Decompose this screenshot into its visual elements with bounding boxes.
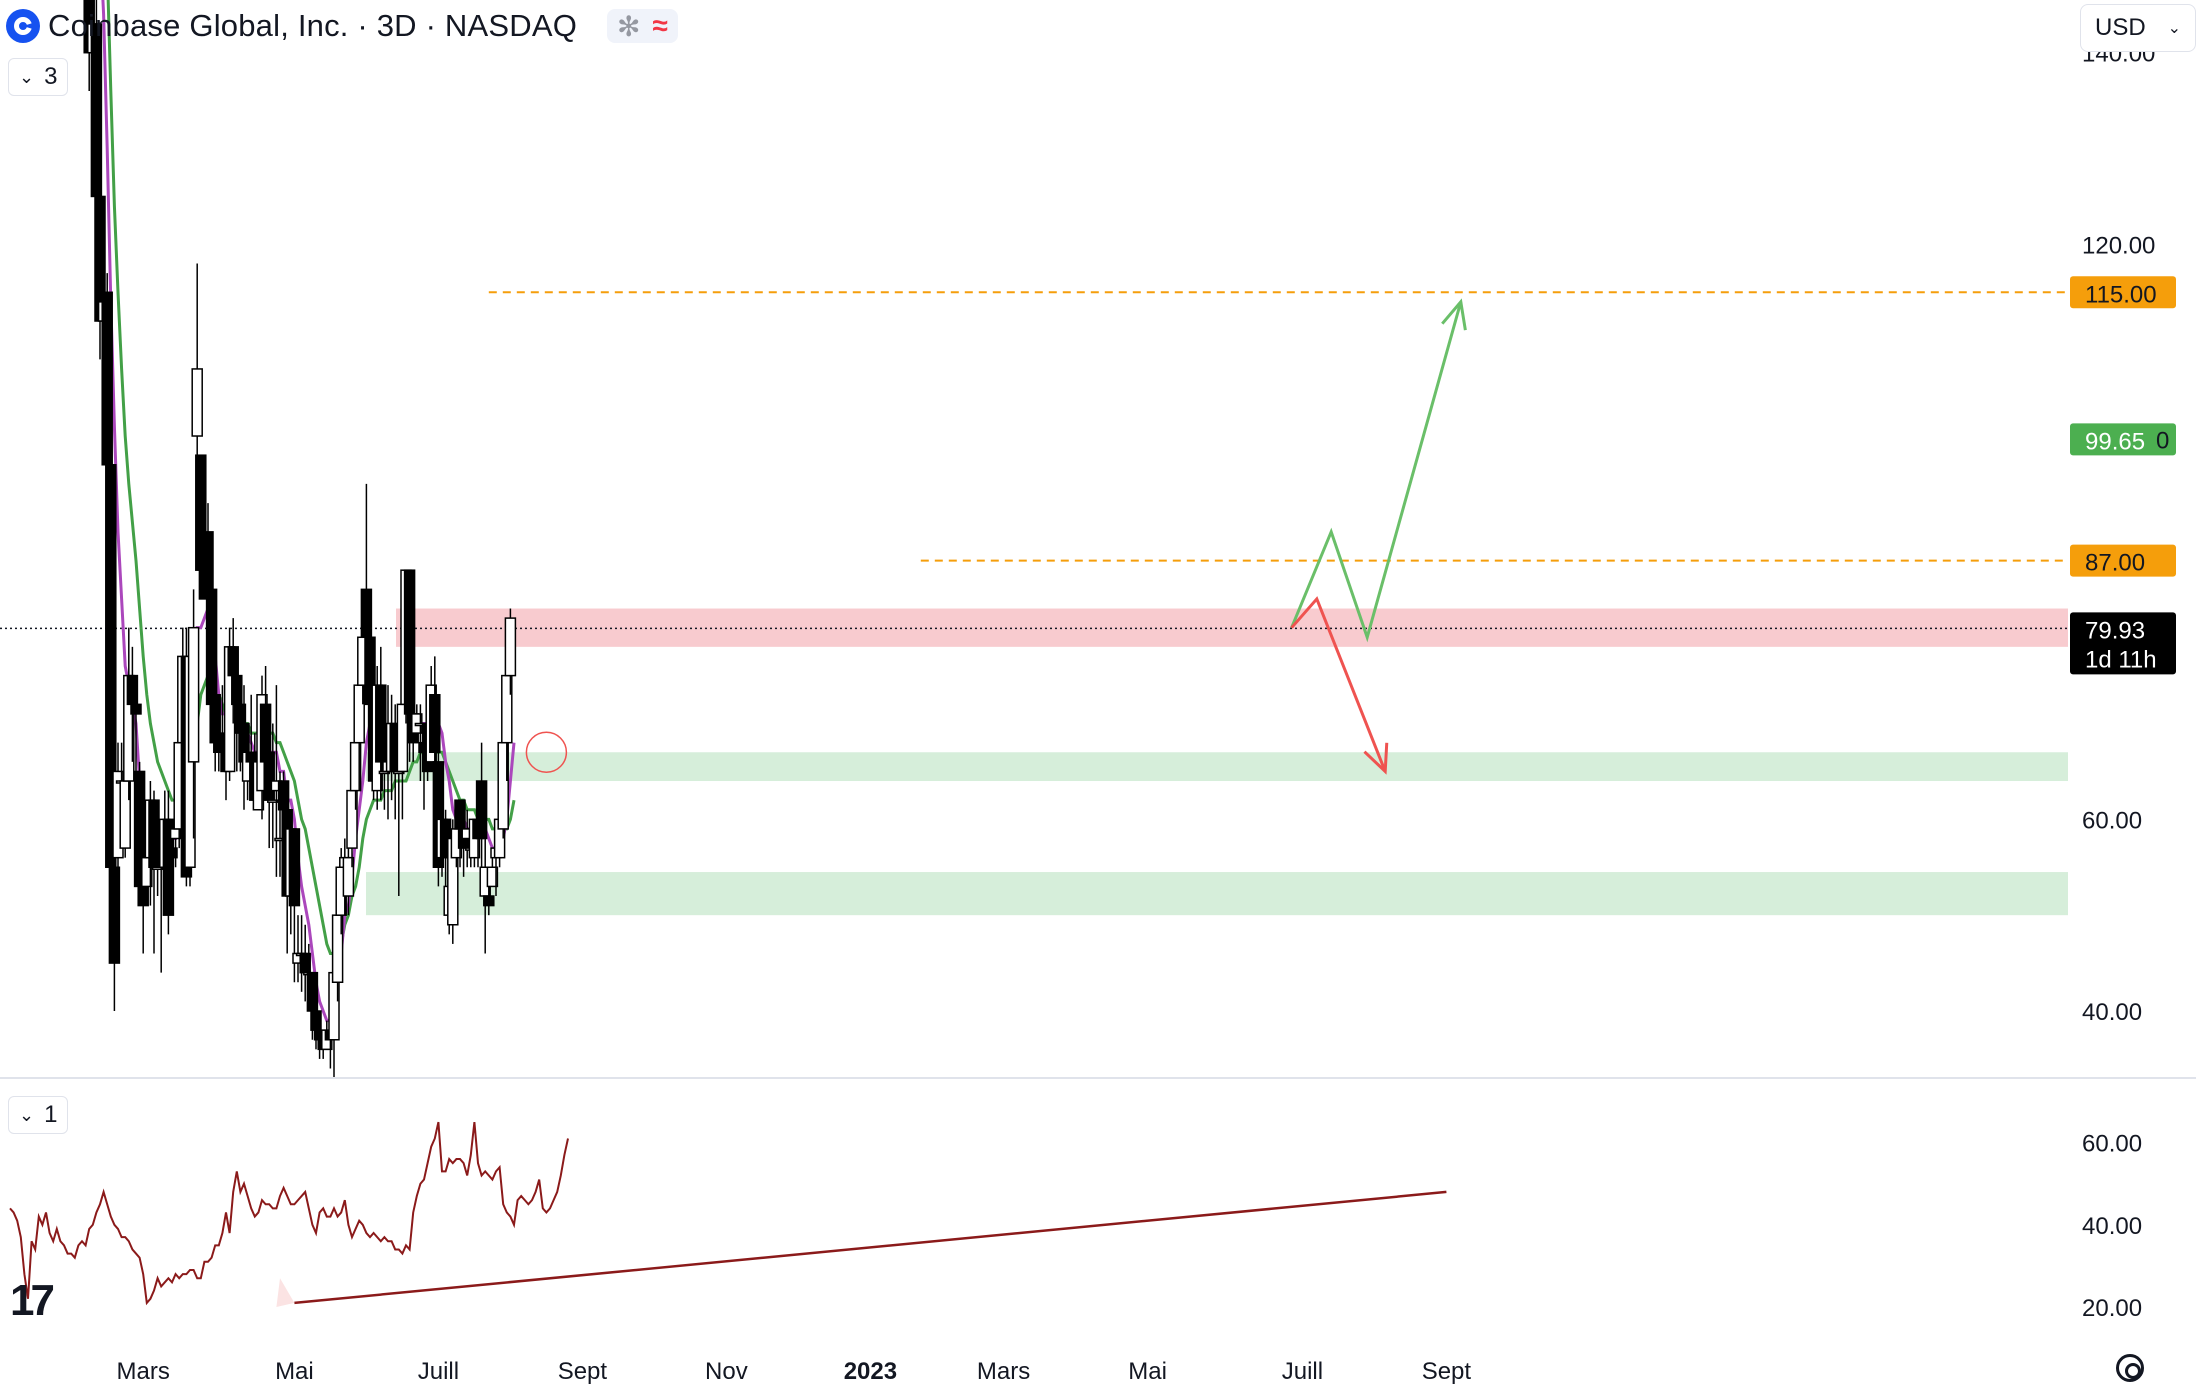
symbol-title[interactable]: Coinbase Global, Inc. · 3D · NASDAQ: [48, 8, 578, 43]
candle-body: [342, 856, 355, 897]
main-pane-toggle[interactable]: ⌄ 3: [8, 58, 69, 96]
rsi-pane-count: 1: [44, 1101, 58, 1128]
candle-body: [504, 617, 517, 677]
header-badges[interactable]: ✻ ≈: [607, 9, 678, 43]
x-tick-label: Nov: [705, 1358, 748, 1385]
candle-body: [288, 828, 301, 907]
level-lines: [0, 291, 2068, 630]
rsi-y-tick-label: 20.00: [2082, 1295, 2142, 1322]
x-tick-label: Mai: [275, 1358, 314, 1385]
highlight-circle: [525, 731, 568, 774]
level-tag-115-bg: [2070, 276, 2176, 309]
wave-icon[interactable]: ≈: [652, 10, 668, 41]
rsi-trendline: [294, 1190, 1447, 1305]
chevron-down-icon: ⌄: [2167, 20, 2181, 37]
bear-projection-arrow-head: [1363, 742, 1389, 775]
bull-projection-arrow: [1290, 301, 1463, 643]
candle-body: [162, 818, 175, 916]
main-pane-count: 3: [44, 63, 58, 90]
level-tag-87-text: 87.00: [2085, 550, 2145, 577]
candlesticks: [83, 0, 517, 1079]
candle-body: [166, 847, 178, 859]
candle-body: [191, 368, 203, 437]
candle-body: [130, 703, 142, 715]
support-zone: [366, 752, 2068, 782]
price-zones: [366, 608, 2068, 916]
projection-arrows: [525, 298, 1467, 775]
y-tick-label: 60.00: [2082, 807, 2142, 834]
candle-body: [483, 895, 495, 907]
gear-icon[interactable]: [2116, 1354, 2144, 1382]
candle-body: [187, 626, 200, 763]
tradingview-logo-icon[interactable]: 17: [10, 1276, 55, 1325]
x-tick-label: Juill: [418, 1358, 459, 1385]
bear-projection-arrow: [1290, 596, 1387, 772]
chevron-down-icon: ⌄: [19, 66, 35, 87]
currency-label: USD: [2095, 14, 2146, 41]
current-price-tag-text: 79.93: [2085, 617, 2145, 644]
level-tag-87-bg: [2070, 544, 2176, 577]
x-tick-label: Sept: [558, 1358, 608, 1385]
rsi-y-tick-label: 40.00: [2082, 1213, 2142, 1240]
candle-body: [429, 694, 441, 754]
asterisk-icon[interactable]: ✻: [617, 10, 641, 42]
candle-body: [375, 684, 387, 763]
bull-projection-arrow-head: [1441, 298, 1467, 331]
candle-body: [101, 291, 113, 466]
green-tag-suffix: 0: [2156, 427, 2169, 454]
rsi-pane: [9, 1121, 1447, 1307]
y-tick-label: 40.00: [2082, 999, 2142, 1026]
rsi-oversold-fill: [276, 1278, 295, 1307]
green-price-tag-bg: [2070, 423, 2176, 456]
x-tick-label: Mars: [117, 1358, 170, 1385]
candle-body: [432, 761, 445, 869]
current-price-tag-text: 1d 11h: [2085, 646, 2157, 673]
chevron-down-icon: ⌄: [19, 1104, 35, 1125]
candle-body: [108, 866, 121, 964]
rsi-line: [9, 1121, 569, 1306]
current-price-tag-bg: [2070, 612, 2176, 675]
coinbase-logo-icon: [6, 9, 40, 43]
y-tick-label: 120.00: [2082, 232, 2155, 259]
rsi-pane-toggle[interactable]: ⌄ 1: [8, 1096, 69, 1134]
currency-selector[interactable]: USD ⌄: [2080, 4, 2196, 52]
x-tick-label: Mars: [977, 1358, 1030, 1385]
green-price-tag-text: 99.65: [2085, 428, 2145, 455]
candle-body: [137, 885, 149, 907]
level-tag-115-text: 115.00: [2085, 281, 2157, 308]
x-tick-label: Sept: [1422, 1358, 1472, 1385]
rsi-y-tick-label: 60.00: [2082, 1131, 2142, 1158]
candle-body: [486, 866, 499, 888]
x-tick-label: Juill: [1282, 1358, 1323, 1385]
x-tick-label: Mai: [1128, 1358, 1167, 1385]
candle-body: [475, 780, 488, 840]
chart-header: Coinbase Global, Inc. · 3D · NASDAQ ✻ ≈: [0, 0, 678, 52]
x-tick-label: 2023: [844, 1358, 897, 1385]
candle-body: [267, 799, 279, 803]
support-zone: [366, 872, 2068, 916]
